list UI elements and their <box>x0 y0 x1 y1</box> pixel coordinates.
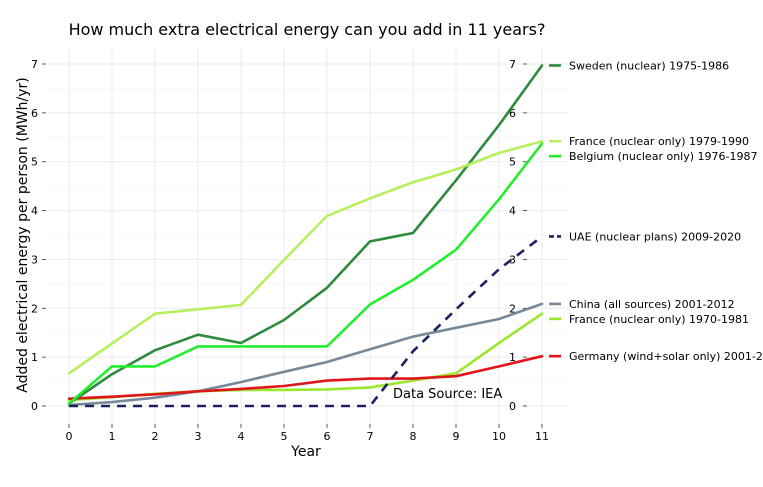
series-group <box>67 64 544 408</box>
grid <box>46 47 568 424</box>
y-tick-label: 2 <box>31 302 38 315</box>
x-tick-label: 8 <box>410 430 417 443</box>
series-line-4 <box>67 302 544 407</box>
x-tick-label: 9 <box>453 430 460 443</box>
x-axis-title: Year <box>290 444 321 460</box>
y-tick-label-right: 1 <box>509 351 516 364</box>
y-tick-label: 7 <box>31 58 38 71</box>
x-tick-label: 7 <box>367 430 374 443</box>
y-tick-label-right: 5 <box>509 156 516 169</box>
x-tick-label: 4 <box>238 430 245 443</box>
chart-title: How much extra electrical energy can you… <box>69 20 546 39</box>
x-tick-label: 5 <box>281 430 288 443</box>
data-source-annotation: Data Source: IEA <box>393 387 502 402</box>
y-tick-label: 6 <box>31 107 38 120</box>
legend-label-5: France (nuclear only) 1970-1981 <box>569 313 749 326</box>
y-tick-label: 3 <box>31 253 38 266</box>
legend-label-4: China (all sources) 2001-2012 <box>569 298 735 311</box>
x-tick-label: 11 <box>535 430 549 443</box>
y-tick-label-right: 6 <box>509 107 516 120</box>
y-tick-label-right: 0 <box>509 400 516 413</box>
legend-label-0: Sweden (nuclear) 1975-1986 <box>569 59 729 72</box>
series-line-0 <box>67 64 544 405</box>
x-tick-label: 0 <box>66 430 73 443</box>
x-tick-label: 6 <box>324 430 331 443</box>
x-tick-label: 3 <box>195 430 202 443</box>
legend-label-3: UAE (nuclear plans) 2009-2020 <box>569 230 741 243</box>
legend-label-6: Germany (wind+solar only) 2001-2012 <box>569 350 763 363</box>
y-tick-label-right: 2 <box>509 302 516 315</box>
series-line-3 <box>69 235 543 408</box>
x-tick-label: 2 <box>152 430 159 443</box>
y-tick-label-right: 7 <box>509 58 516 71</box>
y-tick-label-right: 3 <box>509 253 516 266</box>
series-line-2 <box>67 142 544 405</box>
series-line-1 <box>67 139 544 375</box>
x-tick-label: 1 <box>109 430 116 443</box>
legend-label-2: Belgium (nuclear only) 1976-1987 <box>569 150 757 163</box>
y-tick-label: 0 <box>31 400 38 413</box>
y-tick-label-right: 4 <box>509 205 516 218</box>
legend-label-1: France (nuclear only) 1979-1990 <box>569 135 749 148</box>
axes: 0 1 2 3 4 5 6 7 8 9 10 110 01 12 23 34 45 56 67 7 <box>31 58 549 443</box>
x-tick-label: 10 <box>492 430 506 443</box>
y-tick-label: 1 <box>31 351 38 364</box>
y-tick-label: 5 <box>31 156 38 169</box>
y-axis-title: Added electrical energy per person (MWh/… <box>15 77 31 392</box>
legend: Sweden (nuclear) 1975-1986 France (nuclea… <box>549 59 763 363</box>
y-tick-label: 4 <box>31 205 38 218</box>
series-line-6 <box>67 354 544 401</box>
